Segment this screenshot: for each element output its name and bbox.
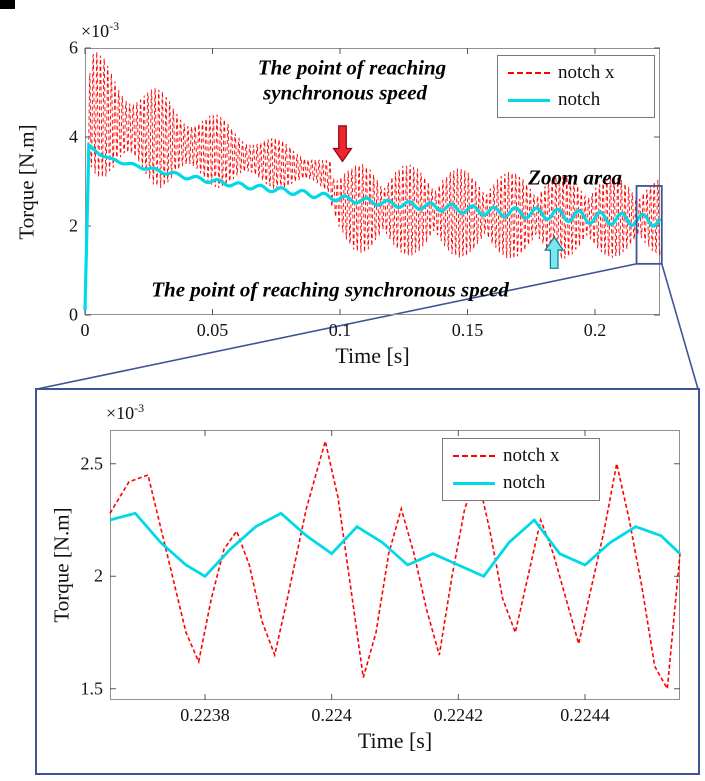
y-tick-label: 2 bbox=[69, 215, 78, 236]
zoom-plot-area bbox=[109, 430, 681, 700]
legend-line-sample bbox=[453, 455, 495, 457]
legend-item-notch-x[interactable]: notch x bbox=[453, 445, 587, 467]
sync-arrow-red-icon bbox=[332, 125, 353, 163]
corner-artifact bbox=[0, 0, 15, 9]
y-multiplier-base: ×10 bbox=[106, 403, 135, 423]
axes-frame bbox=[110, 430, 680, 700]
series-notch-line bbox=[83, 142, 662, 311]
y-tick-label: 6 bbox=[69, 37, 78, 58]
legend-line-sample bbox=[508, 72, 550, 74]
x-tick-label: 0.15 bbox=[451, 320, 484, 340]
legend-label: notch bbox=[558, 89, 601, 110]
x-tick-label: 0.2244 bbox=[560, 705, 610, 725]
x-tick-label: 0.05 bbox=[196, 320, 229, 340]
y-multiplier-exponent: -3 bbox=[134, 401, 145, 415]
series-notch-x-line bbox=[84, 51, 661, 293]
y-axis-label: Torque [N.m] bbox=[49, 507, 74, 623]
x-axis-label: Time [s] bbox=[357, 728, 433, 753]
y-tick-label: 2 bbox=[94, 565, 103, 586]
annotation-sync-speed-bottom: The point of reaching synchronous speed bbox=[151, 277, 509, 302]
x-tick-label: 0.224 bbox=[311, 705, 352, 725]
y-tick-label: 2.5 bbox=[80, 453, 104, 474]
y-axis-label: Torque [N.m] bbox=[14, 123, 39, 240]
legend-label: notch x bbox=[503, 445, 560, 466]
legend-line-sample bbox=[508, 98, 550, 102]
annotation-zoom-area-label: Zoom area bbox=[528, 165, 623, 190]
annotation-sync-speed-top-line2: synchronous speed bbox=[263, 80, 428, 104]
legend-item-notch-x[interactable]: notch x bbox=[508, 62, 642, 84]
series-notch-line bbox=[109, 511, 681, 579]
y-axis-multiplier: ×10-3 bbox=[81, 19, 119, 42]
y-tick-label: 4 bbox=[69, 126, 78, 147]
annotation-sync-speed-top-line1: The point of reaching bbox=[257, 55, 447, 80]
legend-label: notch x bbox=[558, 62, 615, 83]
series-notch-x-line bbox=[109, 440, 681, 692]
y-tick-label: 0 bbox=[69, 304, 78, 325]
legend-item-notch[interactable]: notch bbox=[453, 472, 587, 494]
x-tick-label: 0 bbox=[80, 320, 90, 340]
legend-label: notch bbox=[503, 472, 546, 493]
x-tick-label: 0.2238 bbox=[180, 705, 230, 725]
legend-line-sample bbox=[453, 481, 495, 485]
zoom-chart: ×10-3 Torque [N.m] Time [s] notch x notch… bbox=[50, 401, 681, 753]
y-tick-label: 1.5 bbox=[80, 678, 104, 699]
x-tick-label: 0.2 bbox=[583, 320, 607, 340]
legend-item-notch[interactable]: notch bbox=[508, 89, 642, 111]
x-tick-label: 0.1 bbox=[328, 320, 352, 340]
y-multiplier-base: ×10 bbox=[81, 21, 110, 41]
x-axis-label: Time [s] bbox=[335, 343, 410, 368]
main-chart: ×10-3 Torque [N.m] Time [s] notch x notch… bbox=[15, 19, 663, 368]
legend[interactable]: notch x notch bbox=[497, 55, 655, 118]
y-multiplier-exponent: -3 bbox=[109, 19, 120, 33]
zoom-connector-line bbox=[661, 263, 699, 390]
y-axis-multiplier: ×10-3 bbox=[106, 401, 144, 424]
zoom-area-rect bbox=[635, 185, 663, 265]
x-tick-label: 0.2242 bbox=[433, 705, 484, 725]
legend[interactable]: notch x notch bbox=[442, 438, 600, 501]
